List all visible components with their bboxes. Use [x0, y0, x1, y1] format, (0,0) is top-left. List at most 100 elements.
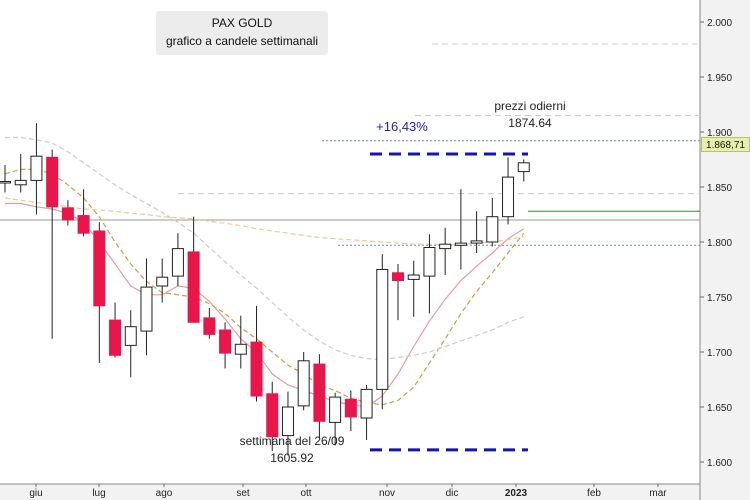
candle	[517, 159, 530, 182]
y-tick-label: 1.950	[707, 73, 732, 84]
current-price-tag: 1.868,71	[701, 137, 750, 152]
y-tick-label: 1.850	[707, 183, 732, 194]
chart-subtitle: grafico a candele settimanali	[165, 34, 319, 48]
candle-body	[171, 248, 184, 277]
high-label: prezzi odierni	[494, 99, 565, 113]
candle-body	[360, 388, 373, 419]
candle-body	[77, 215, 90, 234]
candle-body	[61, 207, 74, 221]
candle-body	[109, 319, 122, 356]
chart-title-box: PAX GOLD grafico a candele settimanali	[156, 11, 328, 55]
levels-layer	[0, 43, 700, 246]
candle-body	[313, 363, 326, 422]
candle-body	[30, 155, 43, 181]
candle	[77, 189, 90, 237]
candle	[454, 189, 467, 270]
candle	[250, 305, 263, 402]
y-tick-label: 1.700	[707, 348, 732, 359]
candle	[502, 157, 515, 225]
candle	[313, 354, 326, 438]
candle	[93, 222, 106, 363]
candle-body	[376, 269, 389, 390]
chart-title: PAX GOLD	[211, 16, 273, 30]
candle	[392, 264, 404, 321]
candle	[297, 352, 310, 411]
candle	[61, 200, 74, 226]
x-tick-label: nov	[379, 488, 395, 499]
candle	[266, 381, 279, 451]
candle-body	[0, 181, 11, 184]
candle-body	[281, 406, 294, 437]
candle	[30, 123, 43, 215]
moving-averages-layer	[4, 136, 525, 408]
candle-body	[407, 274, 420, 280]
x-tick-label: giu	[29, 488, 42, 499]
candle	[281, 391, 294, 456]
high-value: 1874.64	[508, 116, 552, 130]
candle	[156, 258, 169, 303]
x-axis-panel	[0, 484, 750, 500]
moving-average-line	[4, 168, 525, 406]
y-tick-label: 1.750	[707, 293, 732, 304]
candle-body	[266, 393, 279, 438]
x-tick-label: 2023	[505, 488, 528, 499]
candle	[171, 233, 184, 286]
x-tick-label: set	[236, 488, 250, 499]
candle-body	[219, 329, 232, 354]
candle-body	[156, 276, 169, 287]
candle	[423, 234, 436, 314]
candle-body	[14, 179, 27, 186]
candle	[219, 322, 232, 369]
y-tick-label: 1.800	[707, 238, 732, 249]
y-ticks: 1.600 1.650 1.700 1.750 1.800 1.850 1.900 1.950…	[700, 18, 732, 469]
x-tick-label: ago	[156, 488, 173, 499]
candle-body	[234, 343, 247, 355]
x-tick-label: lug	[92, 488, 105, 499]
candle	[486, 198, 499, 247]
candle	[344, 390, 357, 432]
candle	[140, 258, 153, 356]
candle	[203, 308, 216, 339]
candle-body	[454, 242, 467, 246]
low-label: settimana del 26/09	[240, 434, 345, 448]
candle	[124, 310, 137, 378]
candle-body	[140, 286, 153, 332]
candle-body	[439, 243, 452, 250]
candle-body	[486, 216, 499, 243]
candle	[407, 260, 420, 317]
y-tick-label: 1.900	[707, 128, 732, 139]
candle	[187, 216, 200, 323]
moving-average-line	[5, 202, 525, 408]
candle-body	[203, 317, 216, 335]
candle-body	[470, 240, 483, 244]
candles-layer	[0, 123, 530, 456]
candle-body	[392, 272, 404, 281]
y-tick-label: 1.600	[707, 458, 732, 469]
candle-body	[250, 341, 263, 397]
candle-body	[344, 398, 357, 418]
y-axis-panel	[700, 0, 750, 500]
candle	[46, 149, 59, 339]
candle-body	[93, 230, 106, 307]
low-value: 1605.92	[270, 451, 314, 465]
candle	[234, 315, 247, 369]
candle	[14, 154, 27, 193]
candle	[329, 392, 342, 446]
candle	[109, 302, 122, 358]
candle-body	[187, 251, 200, 323]
candle	[376, 254, 389, 410]
candle-body	[329, 396, 342, 423]
candle-body	[423, 247, 436, 277]
candle	[470, 211, 483, 253]
x-tick-label: feb	[587, 488, 601, 499]
x-ticks: giu lug ago set ott nov dic 2023 feb mar	[29, 484, 667, 499]
moving-average-line	[4, 197, 524, 245]
moving-average-line	[5, 136, 524, 361]
candle	[360, 385, 373, 440]
y-tick-label: 2.000	[707, 18, 732, 29]
y-tick-label: 1.650	[707, 403, 732, 414]
candle	[0, 165, 11, 193]
gain-annotation: +16,43%	[376, 119, 428, 134]
x-tick-label: mar	[649, 488, 667, 499]
